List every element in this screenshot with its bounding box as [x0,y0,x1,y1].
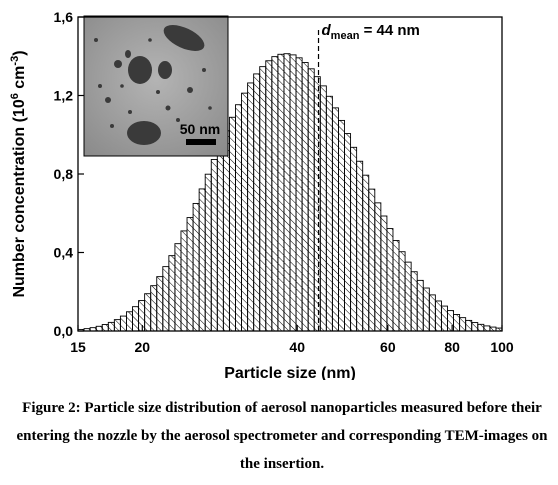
histogram-bar [277,53,285,332]
histogram-bar [356,160,364,332]
particle-size-chart: 50 nm dmean = 44 nm 15 20 40 60 80 100 0,0 0,4… [9,9,514,380]
x-axis-ticks: 15 20 40 60 80 100 [70,325,514,355]
histogram-bar [477,323,485,332]
histogram-bar [162,266,170,332]
histogram-bar [325,95,333,332]
histogram-bar [168,255,176,332]
histogram-bar [101,324,109,332]
histogram-bar [319,85,327,332]
histogram-bar [132,306,140,332]
histogram-bar [186,217,194,332]
figure-caption: Figure 2: Particle size distribution of … [16,400,548,472]
histogram-bar [113,319,121,332]
histogram-bar [307,68,315,332]
histogram-bar [434,300,442,332]
histogram-bar [386,228,394,332]
x-tick-label: 40 [289,339,305,355]
histogram-bar [216,144,224,332]
tem-particles [94,25,212,145]
histogram-bar [374,202,382,332]
y-tick-label: 0,0 [54,323,74,339]
histogram-bar [471,322,479,332]
histogram-bar [392,240,400,332]
x-tick-label: 20 [135,339,151,355]
mean-annotation: dmean = 44 nm [322,22,420,42]
histogram-bar [416,279,424,332]
histogram-bar [247,82,255,332]
histogram-bar [398,251,406,332]
histogram-bar [198,188,206,332]
histogram-bar [301,62,309,332]
histogram-bar [313,76,321,332]
histogram-bar [150,285,158,332]
histogram-bars [77,53,503,332]
tem-image-inset: 50 nm [83,15,229,157]
histogram-bar [422,287,430,332]
histogram-bar [138,300,146,332]
histogram-bar [283,53,291,332]
y-axis-ticks: 0,0 0,4 0,8 1,2 1,6 [54,9,84,339]
y-tick-label: 1,6 [54,9,74,25]
histogram-bar [253,73,261,332]
y-tick-label: 1,2 [54,88,74,104]
histogram-bar [126,311,133,332]
histogram-bar [259,66,267,332]
x-tick-label: 15 [70,339,86,355]
histogram-bar [156,276,164,332]
x-axis-title: Particle size (nm) [224,365,356,380]
histogram-bar [271,56,279,332]
x-tick-label: 60 [380,339,396,355]
histogram-bar [180,230,188,332]
x-tick-label: 80 [444,339,460,355]
y-tick-label: 0,8 [54,166,74,182]
histogram-bar [380,215,388,332]
histogram-bar [192,202,200,332]
histogram-bar [459,317,467,332]
y-axis-title: Number concentration (106 cm-3) [9,50,28,297]
histogram-bar [344,133,352,332]
histogram-bar [222,130,230,332]
histogram-bar [204,173,212,332]
histogram-bar [410,271,418,332]
histogram-bar [241,92,249,332]
scale-bar [186,139,216,145]
histogram-bar [144,293,152,332]
x-tick-label: 100 [490,339,514,355]
histogram-bar [107,321,115,332]
histogram-bar [289,54,297,332]
histogram-bar [338,119,345,332]
histogram-bar [95,325,103,332]
histogram-bar [404,261,412,332]
y-tick-label: 0,4 [54,245,74,261]
histogram-bar [465,319,473,332]
histogram-bar [368,188,376,332]
histogram-bar [210,159,218,332]
scale-bar-label: 50 nm [180,121,220,137]
histogram-bar [428,294,436,332]
histogram-bar [483,325,491,332]
histogram-bar [350,146,358,332]
histogram-bar [228,116,236,332]
histogram-bar [174,243,182,332]
histogram-bar [362,174,370,332]
histogram-bar [453,314,461,332]
histogram-bar [295,57,303,332]
histogram-bar [235,104,243,332]
histogram-bar [119,315,127,332]
histogram-bar [331,107,339,332]
histogram-bar [440,305,448,332]
histogram-bar [265,60,273,332]
